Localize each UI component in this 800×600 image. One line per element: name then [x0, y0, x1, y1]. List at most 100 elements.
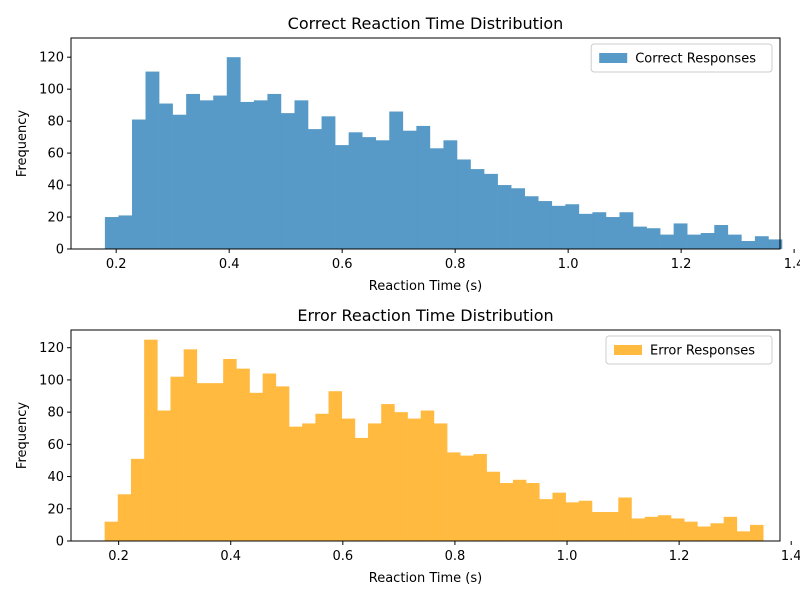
error-bar — [512, 479, 527, 541]
error-bars — [104, 339, 764, 541]
correct-x-axis-label: Reaction Time (s) — [369, 279, 482, 294]
error-x-axis-label: Reaction Time (s) — [369, 571, 482, 586]
error-x-tick-label: 0.4 — [220, 549, 241, 564]
error-y-tick-label: 100 — [39, 373, 64, 388]
correct-bar — [213, 95, 228, 249]
correct-bar — [633, 226, 647, 249]
correct-bar — [497, 185, 512, 249]
error-bar — [552, 492, 566, 541]
correct-bar — [321, 116, 336, 249]
error-bar — [196, 383, 211, 541]
error-y-axis-label: Frequency — [15, 402, 30, 469]
error-y-tick-label: 80 — [47, 406, 64, 421]
error-bar — [354, 437, 369, 541]
correct-bar — [524, 196, 539, 249]
error-x-tick-label: 0.8 — [445, 549, 466, 564]
correct-bar — [687, 234, 702, 249]
correct-bar — [673, 223, 688, 249]
error-bar — [578, 500, 593, 541]
correct-bars — [104, 57, 783, 250]
error-axes-frame — [70, 329, 781, 542]
correct-bar — [443, 140, 458, 249]
correct-bar — [131, 119, 146, 250]
correct-legend-box — [590, 43, 773, 73]
correct-bar — [375, 140, 390, 249]
correct-bar — [159, 103, 173, 249]
error-y-tick-label: 0 — [56, 535, 64, 550]
error-bar — [183, 349, 198, 541]
error-bar — [249, 392, 263, 541]
error-title: Error Reaction Time Distribution — [297, 306, 553, 325]
correct-bar — [592, 212, 607, 249]
correct-bar — [145, 71, 160, 249]
correct-bar — [456, 159, 471, 249]
correct-subplot: 0.2 0.4 0.6 0.8 1.0 1.2 1.4 0 20 40 60 80 100 120 Corr… — [15, 14, 800, 294]
correct-bar — [484, 173, 498, 249]
error-subplot: 0.2 0.4 0.6 0.8 1.0 1.2 1.4 0 20 40 60 80 100 120 Erro… — [15, 306, 800, 586]
correct-axes-frame — [70, 37, 781, 250]
correct-bar — [104, 217, 119, 249]
error-bar — [420, 410, 435, 541]
correct-x-tick-label: 1.2 — [671, 257, 692, 272]
error-bar — [275, 386, 290, 541]
error-bar — [670, 518, 685, 541]
error-bar — [486, 471, 501, 541]
error-bar — [723, 516, 738, 541]
correct-bar — [199, 100, 214, 249]
error-x-tick-label: 1.2 — [669, 549, 690, 564]
error-bar — [144, 339, 158, 541]
correct-x-tick-label: 1.4 — [784, 257, 800, 272]
correct-title: Correct Reaction Time Distribution — [288, 14, 564, 33]
error-bar — [262, 373, 277, 541]
correct-bar — [240, 101, 255, 249]
error-bar — [447, 452, 461, 541]
correct-bar — [308, 129, 322, 249]
correct-bar — [511, 188, 525, 249]
error-y-tick-label: 20 — [47, 502, 64, 517]
error-bar — [539, 499, 553, 541]
correct-y-tick-label: 40 — [47, 179, 64, 194]
error-y-tick-label: 40 — [47, 470, 64, 485]
error-bar — [644, 516, 659, 541]
error-bar — [750, 524, 764, 541]
error-bar — [526, 483, 540, 541]
correct-bar — [700, 233, 715, 249]
correct-bar — [727, 234, 742, 249]
correct-x-tick-label: 0.2 — [106, 257, 127, 272]
correct-bar — [267, 93, 282, 249]
error-x-tick-label: 0.2 — [108, 549, 129, 564]
correct-bar — [754, 236, 769, 249]
correct-bar — [280, 113, 295, 249]
correct-bar — [551, 205, 566, 249]
error-legend: Error Responses — [605, 335, 773, 365]
error-bar — [315, 413, 329, 541]
correct-bar — [402, 130, 417, 249]
correct-bar — [741, 241, 756, 249]
correct-bar — [348, 132, 363, 249]
correct-x-tick-label: 0.6 — [332, 257, 353, 272]
error-bar — [341, 418, 356, 541]
correct-bar — [565, 204, 580, 249]
correct-bar — [335, 145, 349, 249]
correct-legend-swatch — [599, 53, 628, 63]
correct-x-tick-label: 0.8 — [445, 257, 466, 272]
correct-x-tick-label: 0.4 — [219, 257, 240, 272]
error-x-tick-label: 1.4 — [781, 549, 800, 564]
correct-bar — [172, 114, 187, 249]
error-legend-label: Error Responses — [650, 344, 755, 359]
correct-bar — [660, 234, 674, 249]
error-bar — [328, 391, 343, 541]
correct-bar — [362, 137, 377, 249]
error-bar — [236, 368, 250, 541]
error-y-tick-label: 120 — [39, 341, 64, 356]
error-bar — [223, 358, 237, 541]
correct-bar — [470, 169, 485, 249]
error-bar — [157, 410, 171, 541]
error-bar — [710, 523, 724, 541]
correct-legend-label: Correct Responses — [635, 52, 756, 67]
error-bar — [381, 404, 395, 541]
error-bar — [565, 502, 580, 541]
error-bar — [407, 418, 422, 541]
correct-bar — [646, 228, 661, 249]
correct-bar — [186, 93, 200, 249]
